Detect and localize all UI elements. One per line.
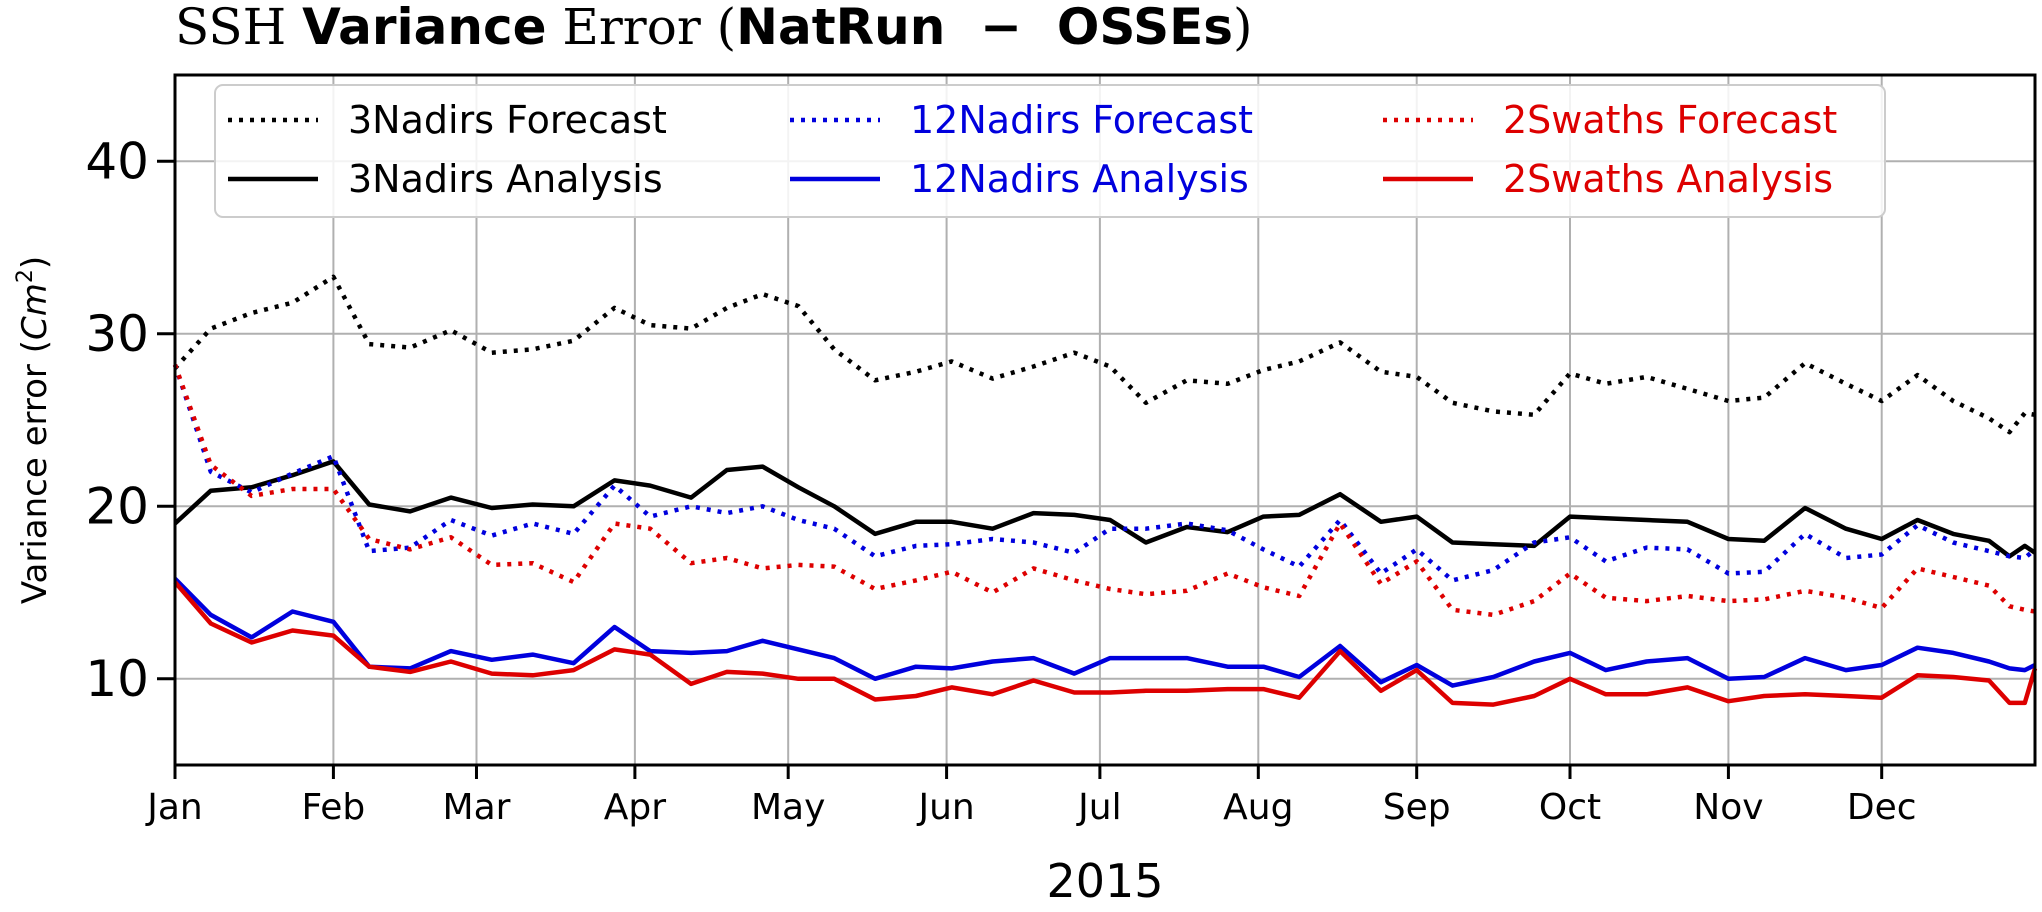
x-tick-label: Feb [302,787,366,828]
x-tick-label: Jun [916,787,974,828]
x-tick-label: Jul [1076,787,1121,828]
axes: Jan Feb Mar Apr May Jun Jul Aug Sep Oct Nov Dec 10 20… [85,132,1916,828]
chart-title-part: NatRun − OSSEs [736,0,1233,56]
plot-frame [173,73,2037,767]
x-axis-label: 2015 [1046,854,1163,907]
chart-title-part: Variance [302,0,546,56]
legend: 3Nadirs Forecast 3Nadirs Analysis 12Nadirs… [214,84,1886,218]
series-line-2 [172,364,2037,583]
chart-title-part: ) [1233,0,1253,56]
x-tick-label: Dec [1847,787,1917,828]
legend-label: 12Nadirs Forecast [910,98,1253,142]
legend-label: 2Swaths Forecast [1503,98,1837,142]
legend-label: 12Nadirs Analysis [910,157,1249,201]
series-line-1 [173,459,2037,559]
legend-label: 3Nadirs Analysis [348,157,663,201]
series-line-4 [172,364,2036,618]
legend-label: 2Swaths Analysis [1503,157,1833,201]
x-tick-label: Apr [604,787,666,828]
y-axis-label-exp: 2 [13,269,38,283]
x-tick-label: Mar [443,787,511,828]
legend-box [214,84,1886,218]
legend-label: 3Nadirs Forecast [348,98,667,142]
x-tick-label: Aug [1223,787,1293,828]
series-line-3 [173,577,2037,688]
y-axis-label-unit: Cm [15,283,55,340]
y-axis-label: Variance error (Cm2) [13,256,55,604]
x-tick-label: Nov [1693,787,1763,828]
chart-title: SSH Variance Error (NatRun − OSSEs) [175,0,1253,56]
chart-title-part: SSH [175,0,302,56]
y-tick-label: 30 [85,305,149,363]
y-tick-label: 10 [85,650,149,708]
series-line-0 [173,274,2036,435]
chart-title-part: Error ( [547,0,737,56]
x-tick-label: May [751,787,825,828]
x-tick-label: Oct [1539,787,1601,828]
x-tick-label: Sep [1383,787,1451,828]
y-tick-label: 20 [85,477,149,535]
x-tick-label: Jan [145,787,203,828]
series-group [172,274,2038,707]
y-axis-label-text: Variance error ( [15,340,55,604]
series-line-5 [173,580,2038,707]
y-axis-label-close: ) [15,256,55,269]
y-tick-label: 40 [85,132,149,190]
